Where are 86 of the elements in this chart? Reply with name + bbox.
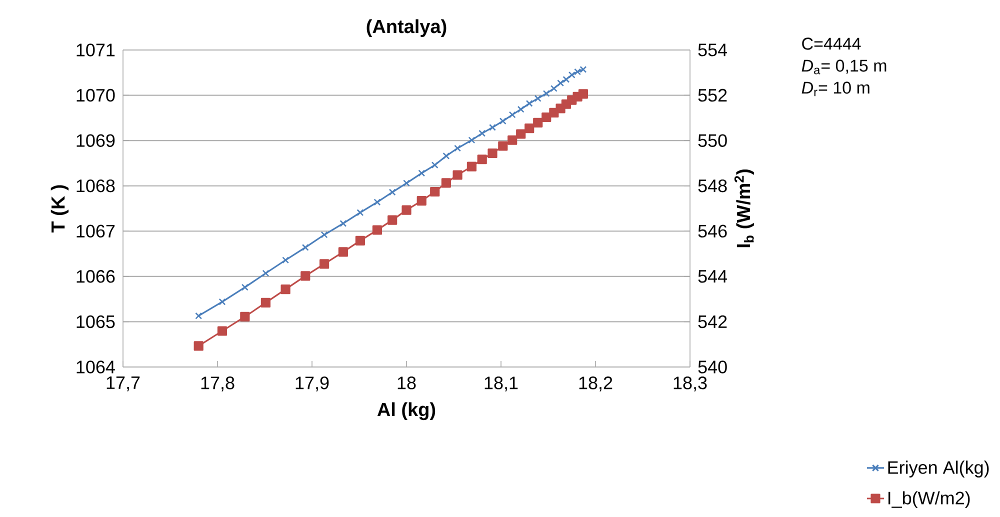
point — [340, 220, 347, 227]
point — [489, 124, 496, 131]
x-tick-label: 17,7 — [106, 376, 140, 392]
text: C=4444 — [802, 38, 861, 50]
y-tick-label: 1065 — [76, 315, 115, 328]
point — [478, 130, 486, 137]
point — [542, 112, 552, 122]
point — [526, 100, 533, 107]
chart-title: (Antalya) — [366, 19, 446, 37]
point — [338, 247, 348, 257]
y-tick-label: 1067 — [76, 224, 115, 238]
point — [517, 106, 524, 113]
point — [562, 76, 570, 83]
point — [488, 148, 498, 158]
text: D$_{a}$= 0,15 m — [802, 60, 886, 74]
point — [217, 326, 228, 336]
point — [477, 154, 487, 164]
point — [355, 236, 365, 246]
y-tick-label: 1064 — [76, 360, 115, 374]
point — [534, 94, 542, 102]
point — [300, 271, 310, 281]
point — [388, 215, 398, 225]
point — [402, 205, 412, 215]
x-tick-label: 18 — [398, 376, 416, 390]
point — [319, 259, 330, 269]
text: D$_{r}$= 10 m — [802, 82, 870, 96]
point — [240, 312, 250, 322]
point — [454, 144, 462, 152]
y-tick-label: 1071 — [76, 44, 115, 56]
legend-label: I_b(W/m2) — [888, 491, 970, 508]
point — [282, 256, 290, 264]
y2-axis-title: I$_{b}$ (W/m$^{2}$) — [734, 170, 754, 248]
y2-tick-label: 540 — [698, 360, 727, 374]
point — [403, 180, 410, 187]
y-tick-label: 1069 — [76, 134, 115, 147]
point — [418, 170, 426, 177]
x-tick-label: 18,3 — [674, 376, 707, 392]
point — [468, 136, 476, 144]
point — [195, 312, 202, 320]
y2-tick-label: 542 — [698, 315, 727, 328]
point — [508, 111, 516, 118]
point — [388, 188, 396, 196]
point — [508, 135, 518, 145]
point — [320, 231, 328, 238]
point — [260, 298, 270, 308]
point — [533, 118, 543, 128]
point — [442, 152, 450, 160]
x-tick-label: 17,9 — [296, 376, 329, 392]
point — [241, 284, 248, 291]
x-axis-title: Al (kg) — [377, 402, 436, 420]
point — [550, 85, 558, 92]
point — [372, 225, 382, 235]
point — [280, 284, 290, 294]
point — [498, 141, 508, 151]
point — [356, 209, 364, 216]
x-tick-label: 18,1 — [484, 376, 518, 392]
point — [452, 170, 462, 180]
point — [542, 90, 550, 97]
point — [466, 162, 477, 172]
point — [416, 196, 426, 206]
point — [524, 124, 534, 134]
point — [431, 162, 438, 169]
y2-tick-label: 544 — [698, 270, 728, 283]
y2-tick-label: 552 — [698, 88, 727, 102]
y2-tick-label: 548 — [698, 179, 727, 192]
y-tick-label: 1066 — [76, 270, 115, 283]
point — [557, 80, 564, 87]
point — [578, 89, 588, 99]
y2-tick-label: 554 — [698, 44, 728, 56]
point — [262, 270, 270, 277]
point — [218, 298, 226, 306]
y-tick-label: 1070 — [76, 88, 115, 102]
y2-tick-label: 550 — [698, 134, 727, 147]
x-tick-label: 18,2 — [579, 376, 612, 392]
point — [430, 186, 440, 197]
y-axis-title: T (K ) — [50, 185, 69, 233]
point — [516, 129, 526, 139]
legend-label: Eriyen Al(kg) — [888, 460, 989, 478]
point — [441, 178, 451, 188]
y2-tick-label: 546 — [698, 224, 727, 238]
point — [499, 118, 506, 125]
x-tick-label: 17,8 — [201, 376, 234, 392]
point — [302, 244, 309, 251]
point — [194, 341, 204, 351]
y-tick-label: 1068 — [76, 179, 115, 192]
point — [374, 198, 381, 206]
